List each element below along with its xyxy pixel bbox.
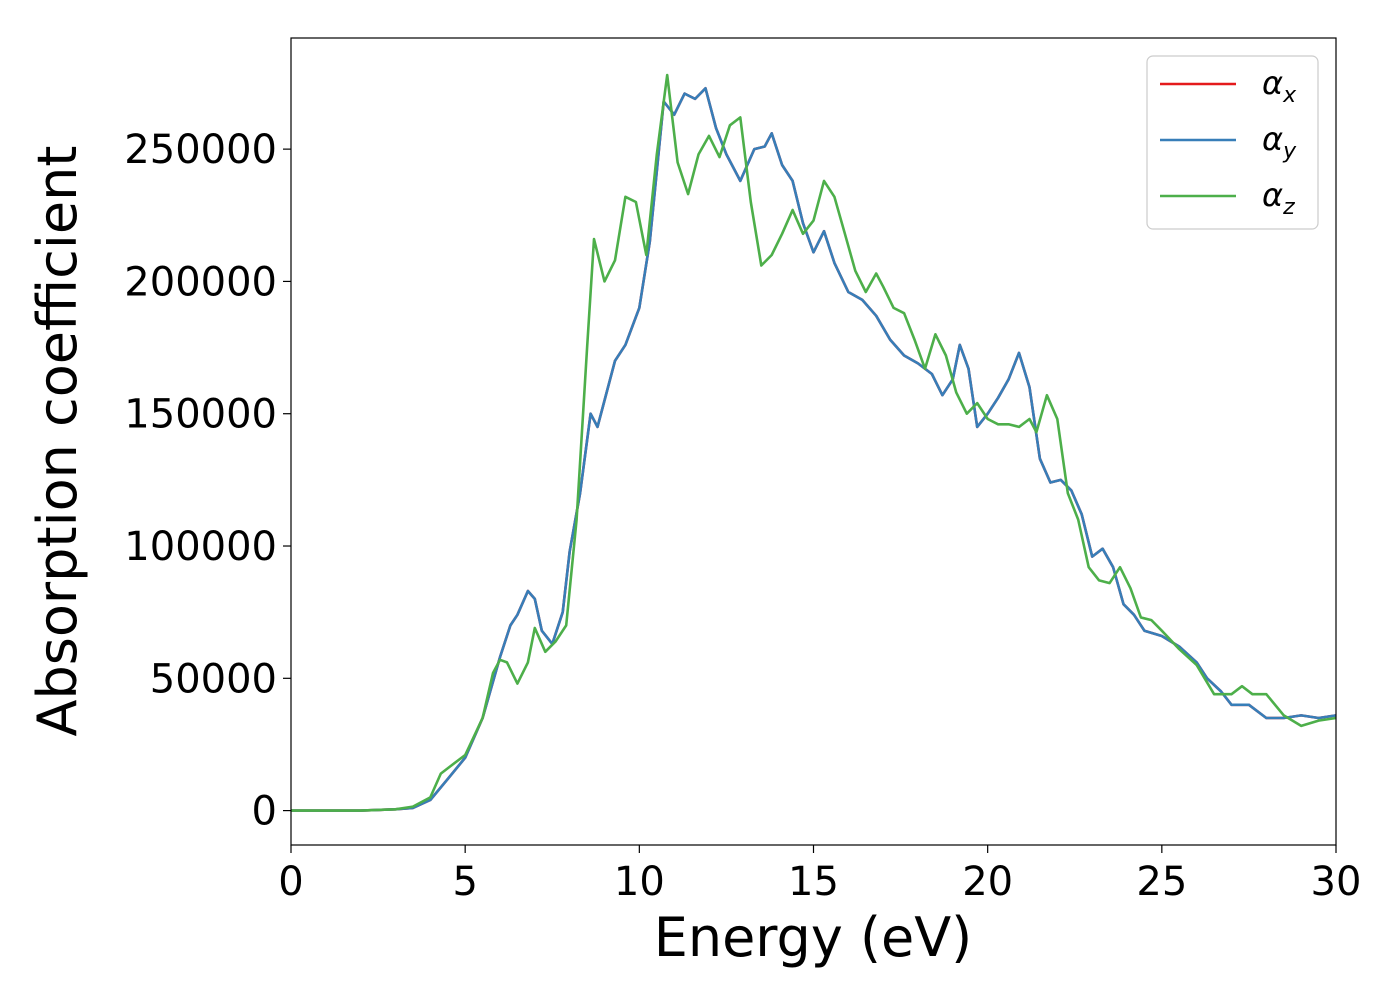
y-axis: 0 50000 100000 150000 200000 250000 (124, 127, 291, 835)
legend-label-alpha-z: αz (1262, 176, 1295, 220)
x-tick-label: 20 (962, 859, 1013, 905)
x-axis: 0 5 10 15 20 25 30 (278, 845, 1361, 905)
x-tick-label: 15 (788, 859, 839, 905)
x-tick-label: 25 (1136, 859, 1187, 905)
series-lines (291, 73, 1337, 812)
y-tick-label: 0 (252, 789, 277, 835)
y-axis-label: Absorption coefficient (26, 146, 89, 737)
y-tick-label: 50000 (150, 656, 277, 702)
series-line-alpha-z (291, 73, 1337, 812)
y-tick-label: 100000 (124, 524, 277, 570)
x-tick-label: 5 (452, 859, 477, 905)
y-tick-label: 250000 (124, 127, 277, 173)
legend-frame (1146, 55, 1319, 230)
y-tick-label: 150000 (124, 392, 277, 438)
y-tick-label: 200000 (124, 259, 277, 305)
legend-subscript: x (1282, 83, 1297, 108)
legend-symbol: α (1262, 64, 1283, 102)
x-tick-label: 0 (278, 859, 303, 905)
legend-label-alpha-y: αy (1262, 120, 1297, 164)
legend-subscript: y (1282, 139, 1297, 164)
legend-symbol: α (1262, 120, 1283, 158)
legend-symbol: α (1262, 176, 1283, 214)
legend-label-alpha-x: αx (1262, 64, 1297, 108)
legend-subscript: z (1282, 195, 1295, 220)
x-axis-label: Energy (eV) (654, 906, 973, 969)
x-tick-label: 10 (614, 859, 665, 905)
series-line-alpha-y (291, 87, 1337, 812)
x-tick-label: 30 (1311, 859, 1362, 905)
